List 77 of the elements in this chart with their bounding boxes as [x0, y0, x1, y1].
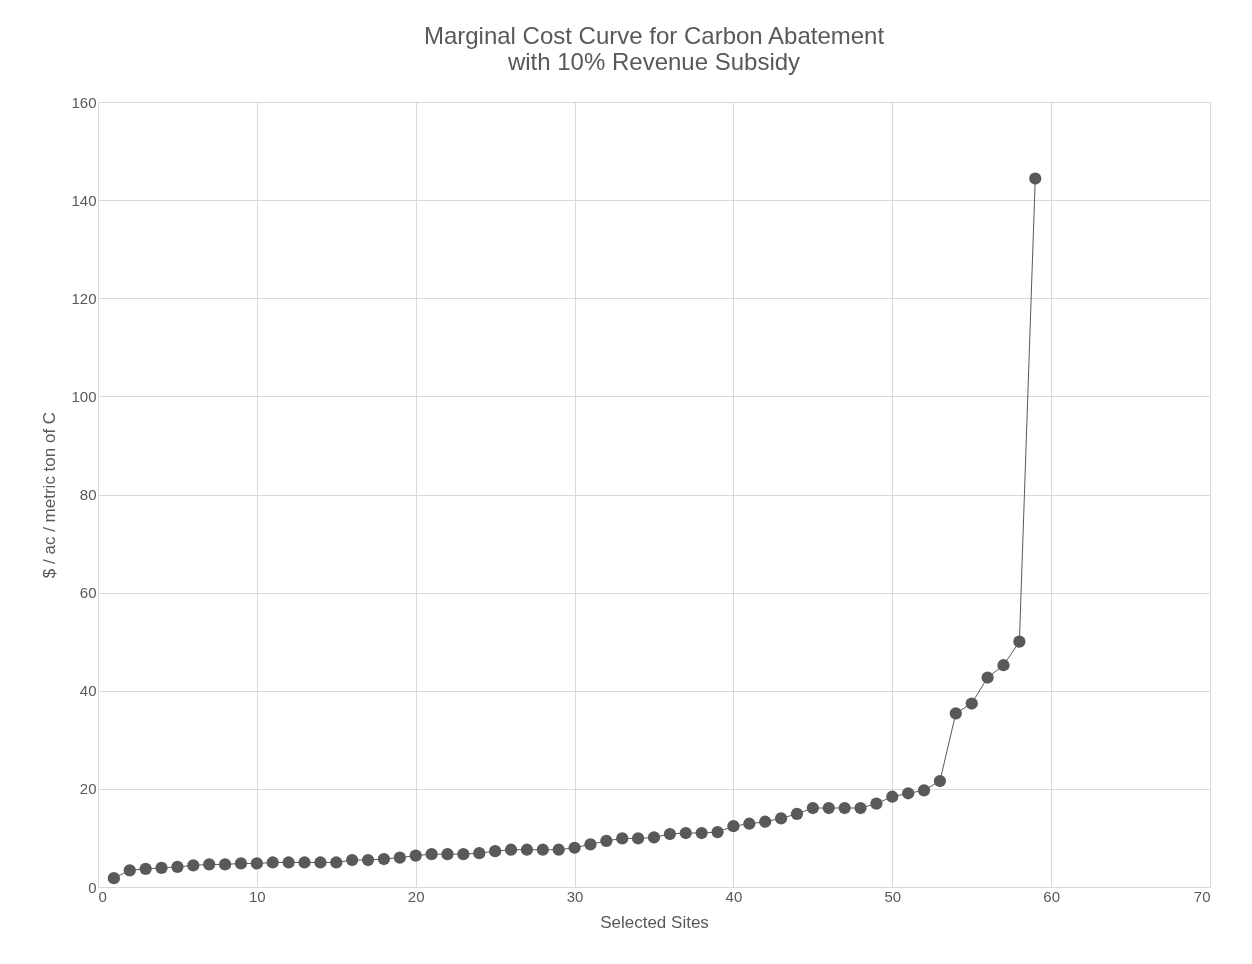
point	[250, 857, 263, 870]
point	[886, 790, 899, 803]
point	[600, 834, 613, 847]
x-tick-label: 20	[407, 887, 425, 905]
y-tick-label: 40	[79, 682, 97, 700]
point	[187, 859, 200, 872]
point	[616, 832, 629, 845]
point	[171, 860, 184, 873]
x-tick-label: 70	[1193, 887, 1211, 905]
point	[822, 801, 835, 815]
point	[933, 774, 947, 788]
point	[314, 856, 327, 869]
point	[965, 697, 978, 710]
point	[218, 858, 232, 871]
point	[743, 817, 756, 830]
point	[520, 843, 534, 856]
point	[155, 861, 168, 874]
x-axis-title: Selected Sites	[600, 912, 709, 932]
point	[346, 853, 359, 867]
point	[679, 826, 692, 840]
point	[361, 853, 375, 867]
point	[981, 671, 994, 684]
point	[838, 801, 851, 815]
point	[504, 843, 518, 856]
point	[409, 849, 422, 862]
point	[949, 707, 962, 720]
point	[647, 831, 661, 844]
y-tick-label: 20	[79, 780, 97, 798]
point	[441, 848, 454, 861]
point	[139, 862, 152, 875]
point	[806, 801, 819, 815]
point	[917, 784, 931, 797]
point	[266, 856, 279, 869]
point	[568, 841, 581, 854]
point	[536, 843, 549, 856]
point	[552, 843, 565, 856]
point	[473, 847, 486, 860]
point	[377, 852, 391, 866]
point	[663, 827, 677, 841]
x-tick-label: 50	[884, 887, 902, 905]
x-tick-label: 30	[566, 887, 584, 905]
y-tick-label: 140	[71, 191, 97, 209]
point	[234, 857, 248, 870]
point	[489, 845, 502, 858]
point	[727, 820, 740, 833]
x-tick-label: 10	[249, 887, 266, 905]
point	[774, 812, 788, 825]
point	[425, 848, 438, 861]
point	[298, 856, 311, 869]
point	[695, 826, 708, 840]
point	[902, 787, 915, 800]
point	[203, 858, 216, 871]
point	[457, 848, 470, 861]
point	[1013, 635, 1026, 648]
y-tick-label: 160	[71, 93, 97, 111]
point	[282, 856, 295, 869]
y-axis-title: $ / ac / metric ton of C	[40, 411, 60, 579]
point	[790, 807, 804, 821]
point	[854, 801, 867, 815]
point	[759, 815, 772, 828]
point	[997, 659, 1010, 672]
chart-title: Marginal Cost Curve for Carbon Abatement with 10% Revenue Subsidy	[423, 22, 885, 75]
y-tick-label: 60	[79, 584, 97, 602]
y-tick-label: 80	[79, 486, 97, 503]
point	[123, 864, 136, 877]
point	[631, 832, 645, 845]
x-tick-label: 60	[1043, 887, 1060, 905]
point	[584, 838, 597, 851]
point	[1029, 172, 1042, 185]
point	[870, 797, 883, 810]
point	[107, 872, 121, 885]
y-tick-label: 120	[71, 289, 97, 307]
y-tick-label: 100	[71, 387, 97, 405]
point	[393, 851, 406, 864]
point	[711, 825, 724, 839]
x-tick-label: 40	[725, 887, 743, 905]
point	[330, 856, 343, 869]
